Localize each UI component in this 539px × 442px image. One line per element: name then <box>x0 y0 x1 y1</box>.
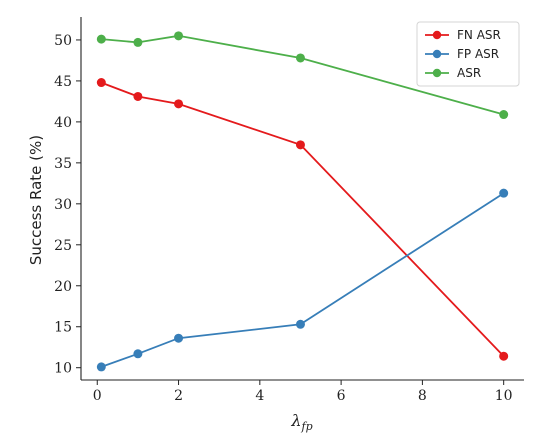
series-line-fp-asr <box>100 192 505 368</box>
legend-frame <box>416 21 520 87</box>
y-tick-label: 45 <box>54 74 72 90</box>
y-tick-label: 25 <box>54 238 72 254</box>
data-point-asr <box>133 37 143 47</box>
data-point-fp-asr <box>499 188 509 198</box>
x-tick-label: 0 <box>93 388 102 404</box>
y-tick-label: 30 <box>54 197 72 213</box>
series-line-fn-asr <box>100 81 505 357</box>
data-point-fn-asr <box>295 140 305 150</box>
data-point-fp-asr <box>133 349 143 359</box>
x-tick-label: 2 <box>174 388 183 404</box>
legend-swatch-marker-asr <box>432 68 442 78</box>
data-point-fn-asr <box>133 91 143 101</box>
data-point-fn-asr <box>174 99 184 109</box>
legend-swatch-marker-fn-asr <box>432 30 442 40</box>
x-tick-label: 6 <box>337 388 346 404</box>
data-point-asr <box>499 110 509 120</box>
y-axis-title: Success Rate (%) <box>27 135 45 265</box>
data-point-fp-asr <box>295 319 305 329</box>
y-tick-label: 50 <box>54 33 72 49</box>
data-point-asr <box>174 31 184 41</box>
data-point-fn-asr <box>96 78 106 88</box>
data-point-fn-asr <box>499 351 509 361</box>
x-axis-title: λfp <box>290 411 312 433</box>
plot-marks <box>96 31 509 372</box>
y-tick-label: 15 <box>54 320 72 336</box>
data-point-asr <box>295 53 305 63</box>
legend-label-fp-asr: FP ASR <box>457 47 499 61</box>
legend-swatch-marker-fp-asr <box>432 49 442 59</box>
data-point-asr <box>96 34 106 44</box>
data-point-fp-asr <box>174 333 184 343</box>
y-tick-label: 35 <box>54 156 72 172</box>
y-tick-label: 40 <box>54 115 72 131</box>
y-tick-label: 10 <box>54 361 72 377</box>
x-axis-title-subscript: fp <box>301 420 313 433</box>
data-point-fp-asr <box>96 362 106 372</box>
legend-label-fn-asr: FN ASR <box>457 28 501 42</box>
legend: FN ASR FP ASR ASR <box>416 21 520 87</box>
x-tick-label: 4 <box>255 388 264 404</box>
axes: 0 2 4 6 8 10 10 15 20 25 30 35 40 45 50 <box>54 17 524 404</box>
x-tick-label: 10 <box>495 388 513 404</box>
y-tick-label: 20 <box>54 279 72 295</box>
x-axis-title-symbol: λ <box>290 411 301 430</box>
legend-label-asr: ASR <box>457 66 481 80</box>
x-tick-label: 8 <box>418 388 427 404</box>
